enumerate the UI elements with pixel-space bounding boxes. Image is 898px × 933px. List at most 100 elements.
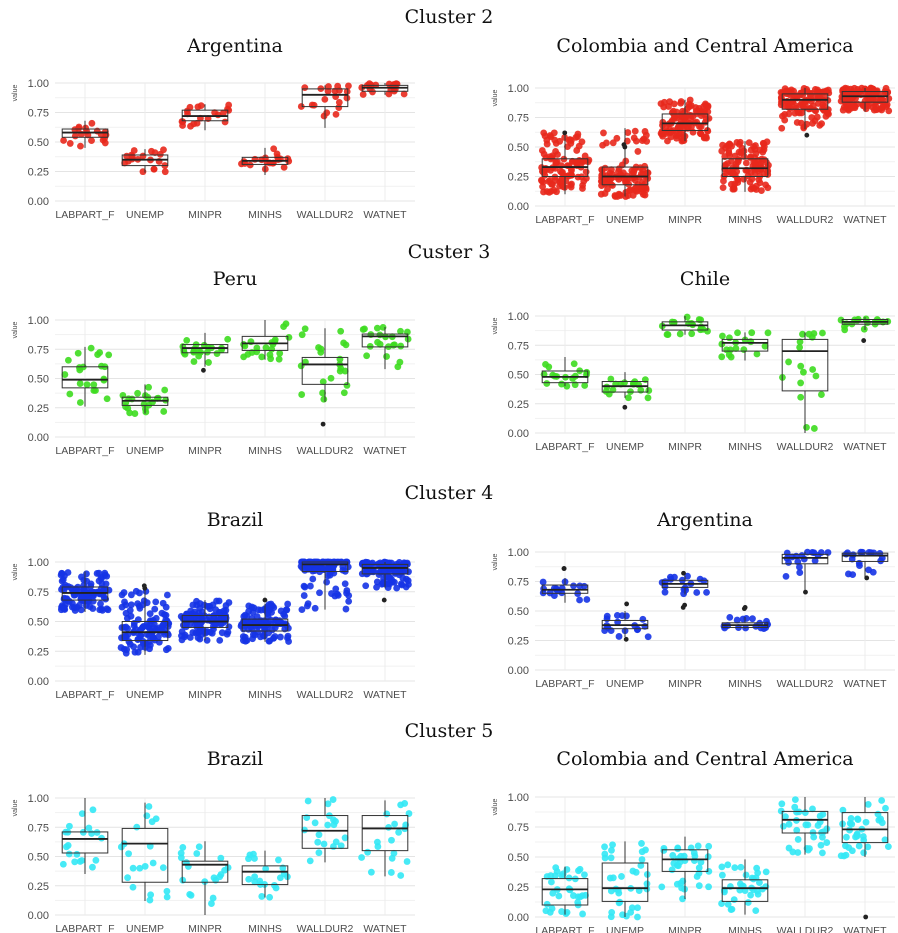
data-point [126,606,134,614]
data-point [362,568,370,575]
data-point [222,614,230,622]
data-point [343,589,350,597]
data-point [245,602,253,610]
data-point [192,629,200,637]
data-point [549,371,557,379]
data-point [727,353,735,361]
y-tick-label: 0.50 [28,852,49,864]
data-point [805,330,813,338]
data-point [567,183,575,191]
data-point [336,361,344,368]
data-point [739,882,746,890]
box [61,586,109,601]
data-point [721,165,729,173]
data-point [301,325,309,333]
data-point [641,180,649,188]
data-point [697,112,705,120]
box [541,370,589,384]
data-point [583,368,591,376]
data-point [598,171,606,179]
data-point [754,156,762,164]
data-point [395,558,403,566]
data-point [129,864,137,872]
data-point [317,564,325,571]
data-point [614,193,621,200]
data-point [782,813,789,820]
data-point [724,861,732,869]
data-point [345,592,353,599]
data-point [682,586,690,594]
data-point [190,614,198,621]
data-point [642,173,650,181]
data-point [642,186,650,194]
data-point [720,172,728,180]
data-point [304,565,312,573]
data-point [315,831,323,839]
data-point [823,87,830,95]
data-point [271,336,279,344]
data-point [189,610,197,618]
data-point [365,565,373,572]
data-point [322,558,330,566]
data-point [120,840,128,848]
data-point [193,623,201,631]
y-tick-label: 0.75 [28,344,49,356]
data-point [863,93,870,101]
data-point [841,97,849,105]
data-point [383,580,390,588]
data-point [806,90,814,98]
data-point [403,328,411,336]
data-point [359,559,367,567]
data-point [845,844,853,851]
data-point [677,134,685,142]
data-point [339,566,347,574]
data-point [735,148,743,156]
data-point [574,130,582,138]
data-point [724,622,732,629]
data-point [673,108,680,116]
data-point [757,162,765,170]
data-point [379,580,387,588]
data-point [862,105,870,113]
data-point [823,825,831,833]
data-point [742,624,750,632]
data-point [60,586,68,594]
data-point [222,617,230,625]
data-point [730,184,738,192]
data-point [137,631,145,639]
data-point [560,172,567,180]
x-tick-label: MINHS [728,214,762,226]
y-tick-label: 0.50 [28,137,49,149]
data-point [667,118,675,126]
data-point [402,583,410,591]
data-point [358,570,366,578]
data-point [370,567,378,575]
data-point [223,630,231,638]
data-point [101,134,109,142]
data-point [882,103,890,110]
data-point [276,349,284,357]
y-tick-label: 0.50 [508,142,529,154]
data-point [754,869,762,877]
data-point [841,84,849,92]
data-point [380,575,387,583]
data-point [183,620,191,627]
data-point [607,627,615,634]
data-point [579,158,587,166]
data-point [180,346,188,354]
data-point [819,101,827,109]
data-point [284,632,292,640]
data-point [387,86,395,94]
data-point [147,156,154,164]
data-point [391,820,398,828]
data-point [631,185,639,193]
data-point [799,103,807,110]
data-point [680,122,688,129]
data-point [732,345,740,352]
data-point [311,604,319,612]
data-point [598,178,606,185]
data-point [239,633,247,640]
data-point [366,80,373,88]
data-point [59,576,67,584]
data-point [282,320,290,328]
